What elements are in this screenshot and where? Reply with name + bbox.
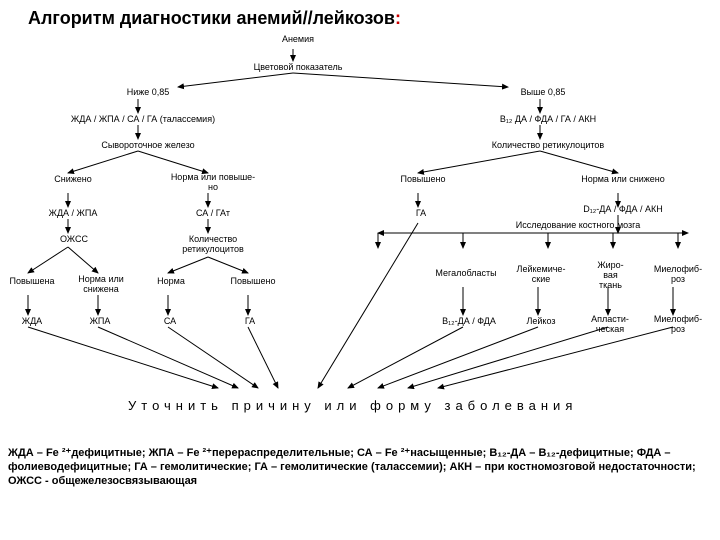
n-zhpa: ЖПА (78, 317, 122, 327)
n-b12-fda: В₁₂-ДА / ФДА (424, 317, 514, 327)
n-zhda-zhpa: ЖДА / ЖПА (33, 209, 113, 219)
n-kol-ret2: Количество ретикулоцитов (168, 235, 258, 255)
n-norma-snizh: Норма или снижено (563, 175, 683, 185)
n-norma: Норма (146, 277, 196, 287)
n-vyshe: Выше 0,85 (498, 88, 588, 98)
n-povysheno2: Повышено (218, 277, 288, 287)
n-ozhss: ОЖСС (44, 235, 104, 245)
n-povysheno: Повышено (383, 175, 463, 185)
n-group-right: В₁₂ ДА / ФДА / ГА / АКН (468, 115, 628, 125)
n-ga2: ГА (234, 317, 266, 327)
legend: ЖДА – Fe ²⁺дефицитные; ЖПА – Fe ²⁺перера… (8, 447, 712, 488)
n-povyshena: Повышена (0, 277, 64, 287)
n-kol-ret: Количество ретикулоцитов (468, 141, 628, 151)
n-norma-povysh: Норма или повыше- но (158, 173, 268, 193)
n-leikoz: Лейкоз (516, 317, 566, 327)
n-megaloblasty: Мегалобласты (426, 269, 506, 279)
n-aplast: Апласти- ческая (580, 315, 640, 335)
n-leikem: Лейкемиче- ские (506, 265, 576, 285)
n-cvet: Цветовой показатель (233, 63, 363, 73)
n-nizhe: Ниже 0,85 (108, 88, 188, 98)
n-norma-snizh2: Норма или снижена (66, 275, 136, 295)
n-syv-fe: Сывороточное железо (78, 141, 218, 151)
title-colon: : (395, 8, 401, 28)
flowchart: Анемия Цветовой показатель Ниже 0,85 Выш… (8, 33, 712, 443)
n-zhda: ЖДА (10, 317, 54, 327)
title-main: Алгоритм диагностики анемий//лейкозов (28, 8, 395, 28)
n-mielofib2: Миелофиб- роз (643, 315, 713, 335)
n-group-left: ЖДА / ЖПА / СА / ГА (талассемия) (38, 115, 248, 125)
n-anemia: Анемия (268, 35, 328, 45)
n-d12: D₁₂-ДА / ФДА / АКН (553, 205, 693, 215)
n-mielofib: Миелофиб- роз (643, 265, 713, 285)
n-ga: ГА (406, 209, 436, 219)
n-zhirov: Жиро- вая ткань (583, 261, 638, 291)
n-sa-gat: СА / ГАт (178, 209, 248, 219)
bottom-text: Уточнить причину или форму заболевания (128, 398, 577, 413)
n-sa: СА (152, 317, 188, 327)
n-issled-km: Исследование костного мозга (488, 221, 668, 231)
n-snizheno: Снижено (38, 175, 108, 185)
